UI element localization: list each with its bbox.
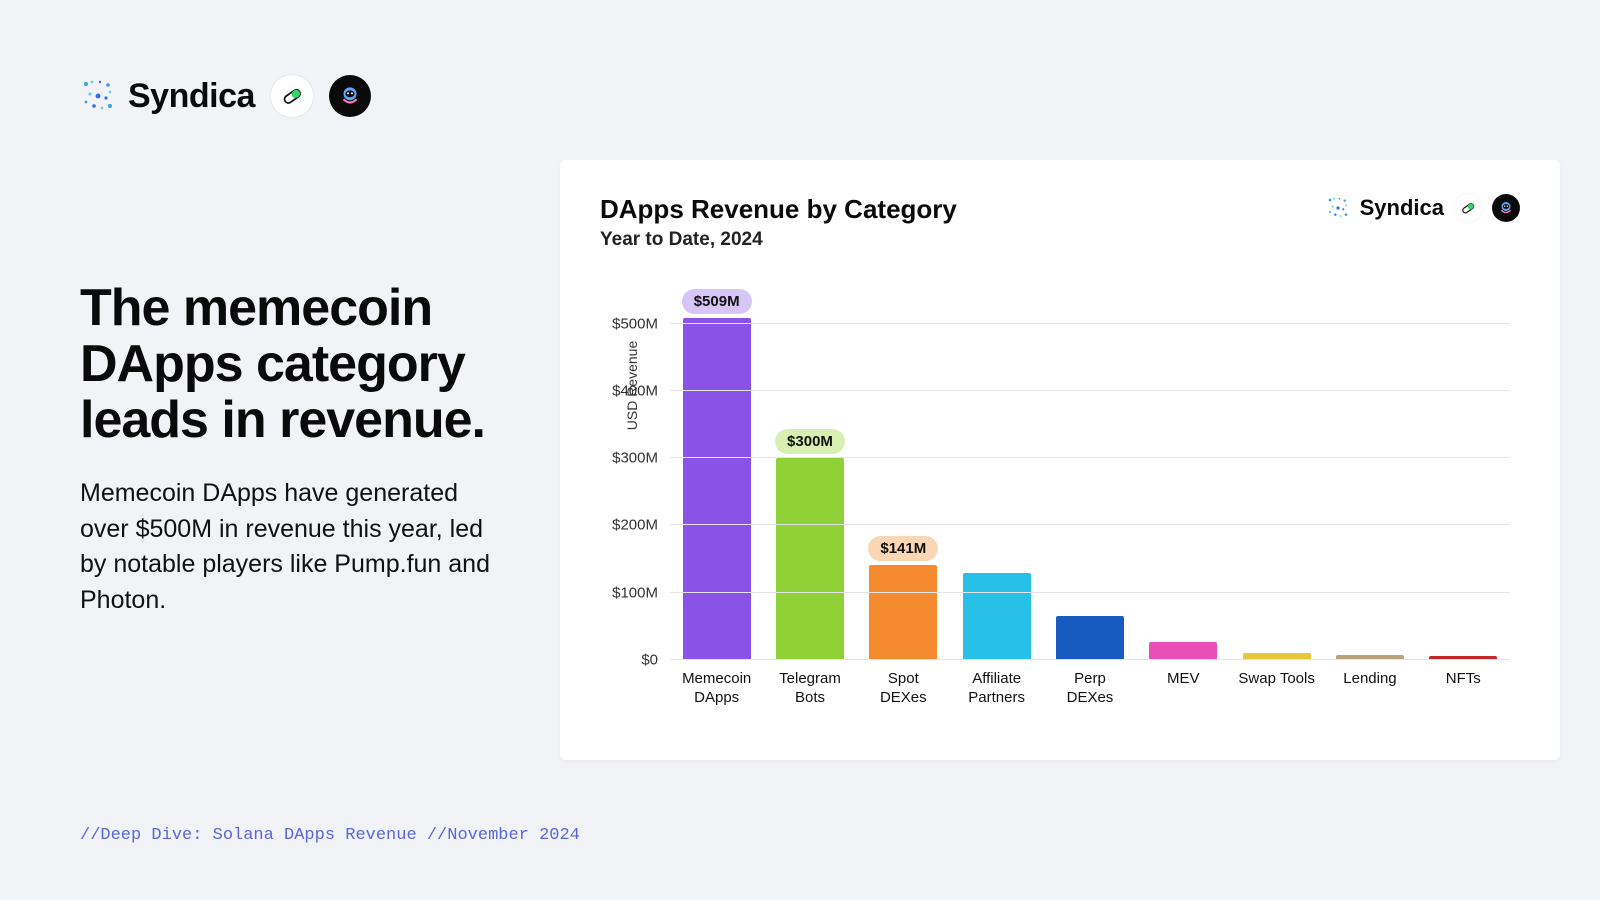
grid-line [670,659,1510,660]
footer-line: //Deep Dive: Solana DApps Revenue //Nove… [80,826,580,845]
bar-slot [1137,290,1230,660]
x-label: Lending [1323,670,1416,708]
value-pill: $300M [775,429,845,454]
bar [963,573,1031,660]
x-label: Spot DEXes [857,670,950,708]
astronaut-icon [329,75,371,117]
value-pill: $509M [682,289,752,314]
y-tick-label: $300M [612,450,658,467]
left-text-block: The memecoin DApps category leads in rev… [80,280,500,618]
pill-icon [1454,194,1482,222]
grid-line [670,390,1510,391]
x-label: MEV [1137,670,1230,708]
headline: The memecoin DApps category leads in rev… [80,280,500,448]
bar [869,565,937,660]
grid-line [670,457,1510,458]
y-tick-label: $0 [641,652,658,669]
chart-brand-name: Syndica [1360,195,1444,221]
bar [1149,642,1217,660]
plot-area: $509M$300M$141M $0$100M$200M$300M$400M$5… [670,290,1510,660]
x-label: Affiliate Partners [950,670,1043,708]
syndica-logo-icon [1326,196,1350,220]
x-label: Perp DEXes [1043,670,1136,708]
grid-line [670,524,1510,525]
chart-brand: Syndica [1326,194,1520,222]
astronaut-icon [1492,194,1520,222]
grid-line [670,592,1510,593]
y-tick-label: $500M [612,315,658,332]
x-label: Memecoin DApps [670,670,763,708]
bar-slot [1043,290,1136,660]
x-label: Telegram Bots [763,670,856,708]
bar-slot [1417,290,1510,660]
value-pill: $141M [868,536,938,561]
grid-line [670,323,1510,324]
y-tick-label: $100M [612,584,658,601]
x-label: NFTs [1417,670,1510,708]
chart-card: DApps Revenue by Category Year to Date, … [560,160,1560,760]
bars-row: $509M $300M $141M [670,290,1510,660]
bar-slot: $300M [763,290,856,660]
page-header: Syndica [80,75,371,117]
body-text: Memecoin DApps have generated over $500M… [80,476,500,618]
brand-name: Syndica [128,77,255,116]
chart-title: DApps Revenue by Category [600,194,957,225]
bar-slot [950,290,1043,660]
pill-icon [271,75,313,117]
bar-slot: $141M [857,290,950,660]
bar [683,318,751,660]
chart-header: DApps Revenue by Category Year to Date, … [600,194,1520,251]
y-tick-label: $400M [612,382,658,399]
chart-subtitle: Year to Date, 2024 [600,229,957,251]
x-label: Swap Tools [1230,670,1323,708]
bar [1056,616,1124,660]
bar-slot: $509M [670,290,763,660]
x-labels-row: Memecoin DAppsTelegram BotsSpot DEXesAff… [670,670,1510,708]
bar [776,458,844,660]
bar-slot [1230,290,1323,660]
y-tick-label: $200M [612,517,658,534]
bar-slot [1323,290,1416,660]
syndica-logo-icon [80,78,116,114]
brand: Syndica [80,77,255,116]
